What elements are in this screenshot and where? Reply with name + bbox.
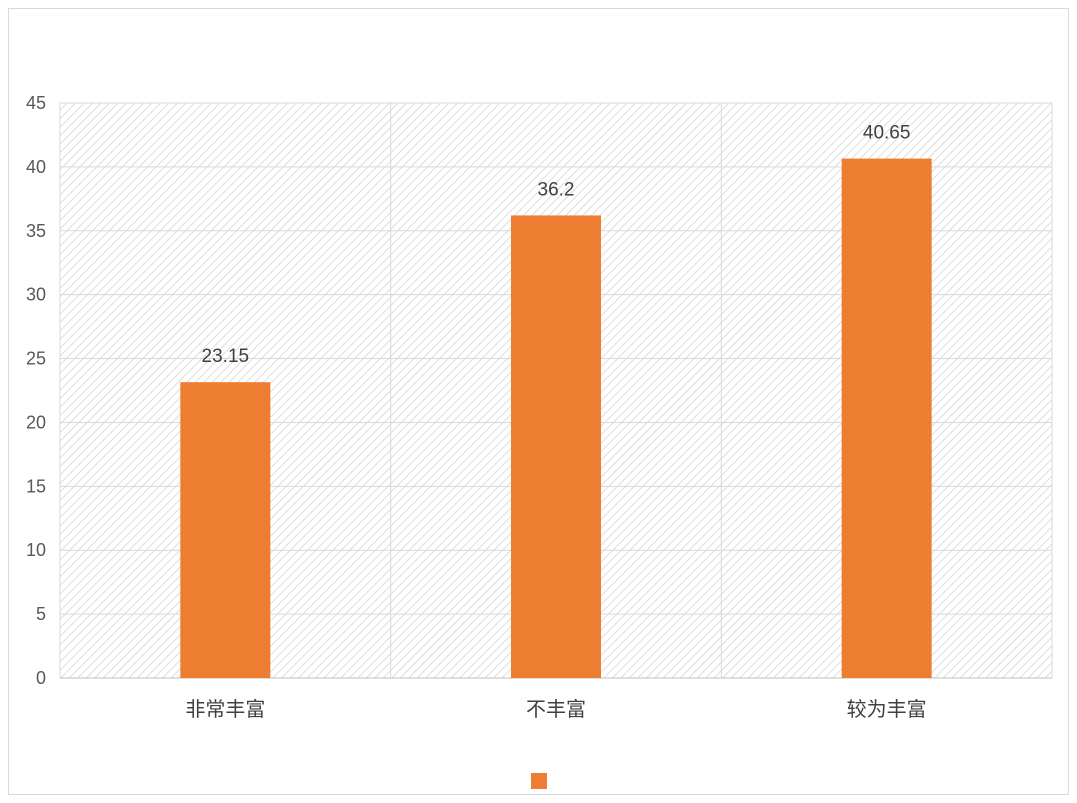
y-tick-label: 0	[36, 668, 46, 688]
y-tick-label: 10	[26, 540, 46, 560]
y-tick-label: 30	[26, 285, 46, 305]
y-tick-label: 25	[26, 349, 46, 369]
data-label: 23.15	[202, 346, 250, 367]
x-category-label: 非常丰富	[185, 697, 265, 721]
legend	[531, 773, 547, 789]
y-tick-label: 15	[26, 476, 46, 496]
data-label: 40.65	[863, 123, 911, 144]
y-tick-label: 45	[26, 93, 46, 113]
bar	[511, 215, 601, 678]
y-tick-label: 35	[26, 221, 46, 241]
y-tick-label: 20	[26, 412, 46, 432]
x-category-label: 不丰富	[526, 697, 586, 721]
bar	[180, 382, 271, 678]
labels: 0 5 10 15 20 25 30 35 40 45 23.15 非常丰富 36.2 不丰富 40.65 较…	[26, 93, 927, 721]
y-tick-label: 5	[36, 604, 46, 624]
bar	[841, 158, 932, 679]
data-label: 36.2	[538, 179, 575, 200]
y-tick-label: 40	[26, 157, 46, 177]
legend-marker	[531, 773, 547, 789]
bars	[180, 158, 932, 679]
x-category-label: 较为丰富	[847, 697, 927, 721]
